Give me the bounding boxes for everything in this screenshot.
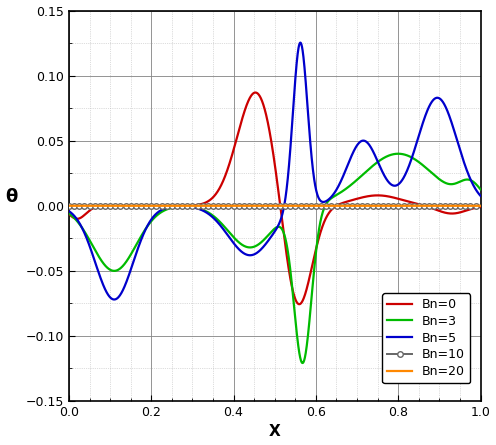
Bn=10 xyxy=(390,203,396,208)
Bn=0 xyxy=(466,207,472,212)
Bn=0 xyxy=(87,207,93,213)
Bn=0 xyxy=(255,92,261,97)
Bn=10 xyxy=(255,203,261,208)
Legend: Bn=0, Bn=3, Bn=5, Bn=10, Bn=20: Bn=0, Bn=3, Bn=5, Bn=10, Bn=20 xyxy=(382,293,470,383)
Bn=3 xyxy=(87,238,93,243)
Line: Bn=5: Bn=5 xyxy=(69,43,481,299)
Bn=0 xyxy=(390,195,396,200)
Bn=3 xyxy=(478,186,484,192)
Bn=5 xyxy=(390,183,396,188)
Bn=20 xyxy=(465,203,471,208)
Bn=20 xyxy=(478,203,484,208)
Bn=3 xyxy=(466,177,472,182)
Y-axis label: θ: θ xyxy=(5,188,18,206)
Bn=5 xyxy=(478,193,484,198)
Bn=20 xyxy=(466,203,472,208)
Bn=20 xyxy=(266,203,272,208)
Bn=5 xyxy=(266,237,272,242)
Bn=3 xyxy=(466,177,472,182)
Bn=3 xyxy=(390,152,396,157)
Bn=5 xyxy=(255,249,261,255)
Bn=10 xyxy=(465,203,471,208)
Bn=5 xyxy=(466,173,472,178)
Bn=10 xyxy=(66,203,72,208)
Line: Bn=0: Bn=0 xyxy=(69,93,481,304)
Bn=20 xyxy=(66,203,72,208)
Bn=5 xyxy=(111,297,117,302)
Bn=0 xyxy=(296,302,302,307)
Bn=20 xyxy=(255,203,261,208)
Bn=3 xyxy=(300,360,306,366)
Bn=0 xyxy=(266,127,272,133)
Bn=10 xyxy=(87,203,93,208)
Bn=10 xyxy=(478,203,484,208)
Bn=5 xyxy=(298,40,304,45)
Bn=5 xyxy=(87,244,93,250)
Bn=20 xyxy=(390,203,396,208)
Line: Bn=3: Bn=3 xyxy=(69,154,481,363)
Bn=10 xyxy=(266,203,272,208)
Bn=0 xyxy=(466,207,472,212)
X-axis label: X: X xyxy=(269,425,281,440)
Bn=3 xyxy=(255,242,261,247)
Bn=3 xyxy=(66,210,72,216)
Bn=5 xyxy=(66,208,72,214)
Bn=0 xyxy=(252,90,258,95)
Bn=5 xyxy=(466,173,472,178)
Bn=3 xyxy=(266,232,272,237)
Line: Bn=10: Bn=10 xyxy=(66,203,483,209)
Bn=0 xyxy=(478,204,484,210)
Bn=3 xyxy=(395,151,401,156)
Bn=10 xyxy=(466,203,472,208)
Bn=20 xyxy=(87,203,93,208)
Bn=0 xyxy=(66,211,72,217)
